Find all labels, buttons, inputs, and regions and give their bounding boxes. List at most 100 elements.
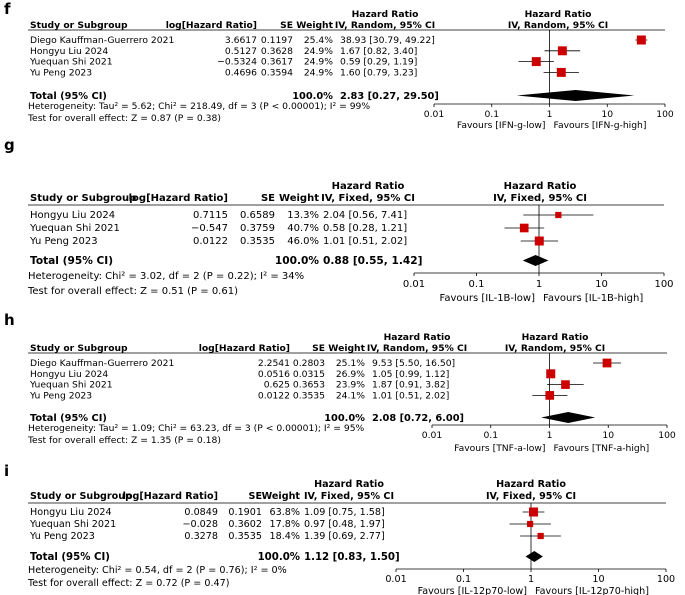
favours-left-label: Favours [TNF-a-low]	[454, 443, 545, 454]
study-hr-ci: 1.39 [0.69, 2.77]	[304, 531, 385, 542]
study-weight: 24.1%	[336, 390, 365, 401]
study-log-hr: 0.4696	[225, 67, 257, 78]
study-se: 0.3653	[293, 380, 325, 391]
study-log-hr: 0.0122	[258, 390, 290, 401]
study-weight: 40.7%	[287, 223, 319, 234]
header-weight: Weight	[328, 343, 365, 354]
study-weight: 63.8%	[270, 507, 300, 518]
x-tick-label: 100	[654, 279, 673, 290]
total-label: Total (95% CI)	[30, 413, 107, 424]
study-weight: 26.9%	[336, 369, 365, 380]
x-tick-label: 0.01	[424, 109, 444, 120]
study-name: Yu Peng 2023	[29, 67, 92, 78]
study-log-hr: −0.028	[182, 519, 218, 530]
x-tick-label: 10	[602, 430, 614, 441]
x-tick-label: 100	[658, 430, 676, 441]
header-se: SE	[249, 491, 262, 502]
effect-square	[561, 380, 570, 389]
study-se: 0.3628	[261, 46, 293, 57]
pooled-diamond	[522, 255, 549, 266]
effect-square	[527, 520, 534, 528]
heterogeneity-text: Heterogeneity: Chi² = 3.02, df = 2 (P = …	[28, 271, 304, 282]
study-weight: 17.8%	[270, 519, 300, 530]
study-log-hr: −0.5324	[217, 57, 257, 68]
study-hr-ci: 1.01 [0.51, 2.02]	[372, 390, 449, 401]
study-name: Yuequan Shi 2021	[29, 223, 120, 234]
effect-square	[546, 369, 556, 379]
total-weight: 100.0%	[258, 552, 300, 563]
plot-header-title: Hazard Ratio	[522, 332, 589, 343]
heterogeneity-text: Heterogeneity: Tau² = 5.62; Chi² = 218.4…	[28, 101, 370, 112]
x-tick-label: 10	[601, 109, 613, 120]
heterogeneity-text: Heterogeneity: Chi² = 0.54, df = 2 (P = …	[28, 565, 287, 576]
study-name: Hongyu Liu 2024	[30, 210, 115, 221]
x-tick-label: 0.1	[483, 430, 498, 441]
study-weight: 25.1%	[336, 358, 365, 369]
total-hr-ci: 2.83 [0.27, 29.50]	[340, 91, 439, 102]
x-tick-label: 0.1	[484, 109, 499, 120]
study-se: 0.3594	[261, 67, 293, 78]
study-log-hr: 0.5127	[225, 46, 257, 57]
study-weight: 13.3%	[287, 210, 319, 221]
x-tick-label: 1	[547, 430, 553, 441]
overall-effect-text: Test for overall effect: Z = 1.35 (P = 0…	[27, 435, 221, 446]
effect-square	[555, 211, 562, 219]
study-name: Diego Kauffman-Guerrero 2021	[30, 358, 174, 369]
header-hr-title: Hazard Ratio	[352, 9, 419, 20]
favours-right-label: Favours [IFN-g-high]	[554, 120, 647, 131]
total-weight: 100.0%	[275, 255, 320, 267]
total-label: Total (95% CI)	[30, 255, 113, 267]
total-weight: 100.0%	[292, 91, 333, 102]
study-se: 0.3617	[261, 57, 293, 68]
study-weight: 25.4%	[304, 35, 333, 46]
header-hr-title: Hazard Ratio	[314, 479, 384, 490]
study-se: 0.3535	[240, 236, 275, 247]
study-hr-ci: 38.93 [30.79, 49.22]	[340, 35, 435, 46]
effect-square	[636, 35, 646, 45]
pooled-diamond	[525, 551, 543, 562]
header-se: SE	[312, 343, 325, 354]
study-se: 0.3535	[228, 531, 262, 542]
study-hr-ci: 1.60 [0.79, 3.23]	[340, 67, 417, 78]
effect-square	[534, 236, 544, 246]
study-name: Yu Peng 2023	[29, 236, 98, 247]
panel-label: f	[4, 0, 11, 18]
plot-header-title: Hazard Ratio	[496, 479, 566, 490]
study-hr-ci: 0.58 [0.28, 1.21]	[323, 223, 407, 234]
effect-square	[529, 507, 539, 517]
study-hr-ci: 1.09 [0.75, 1.58]	[304, 507, 385, 518]
x-tick-label: 0.1	[469, 279, 485, 290]
effect-square	[557, 46, 567, 56]
study-se: 0.2803	[293, 358, 325, 369]
study-se: 0.6589	[240, 210, 275, 221]
study-weight: 24.9%	[304, 57, 333, 68]
study-hr-ci: 1.05 [0.99, 1.12]	[372, 369, 449, 380]
header-hr-method: IV, Random, 95% CI	[367, 343, 467, 354]
x-tick-label: 1	[528, 574, 534, 585]
total-hr-ci: 0.88 [0.55, 1.42]	[323, 255, 423, 267]
study-weight: 18.4%	[270, 531, 300, 542]
effect-square	[537, 532, 544, 540]
effect-square	[519, 223, 529, 233]
study-log-hr: 0.0516	[258, 369, 290, 380]
study-hr-ci: 1.87 [0.91, 3.82]	[372, 380, 449, 391]
study-log-hr: 0.0122	[193, 236, 228, 247]
study-name: Yu Peng 2023	[29, 390, 92, 401]
study-name: Hongyu Liu 2024	[30, 369, 108, 380]
plot-header-method: IV, Fixed, 95% CI	[493, 193, 587, 204]
study-log-hr: −0.547	[191, 223, 228, 234]
x-tick-label: 0.01	[385, 574, 406, 585]
plot-header-title: Hazard Ratio	[525, 9, 592, 20]
header-hr-method: IV, Random, 95% CI	[335, 20, 435, 31]
study-se: 0.3602	[228, 519, 262, 530]
header-log-hr: log[Hazard Ratio]	[199, 343, 290, 354]
x-tick-label: 0.01	[403, 279, 425, 290]
plot-header-title: Hazard Ratio	[504, 181, 577, 192]
study-log-hr: 3.6617	[225, 35, 257, 46]
study-hr-ci: 0.59 [0.29, 1.19]	[340, 57, 417, 68]
favours-right-label: Favours [TNF-a-high]	[554, 443, 650, 454]
favours-left-label: Favours [IL-12p70-low]	[418, 586, 527, 595]
header-study: Study or Subgroup	[30, 491, 132, 502]
